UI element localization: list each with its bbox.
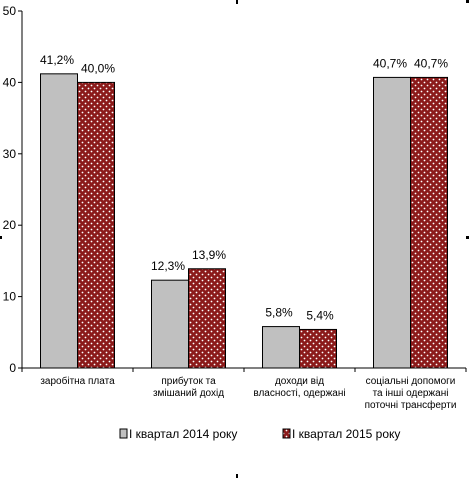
data-label: 12,3% [151,259,185,273]
category-label: доходи від [275,376,324,387]
bar-2015-2 [299,328,337,369]
bar-2015-3 [410,76,448,369]
category-label: власності, одержані [253,388,345,399]
legend-swatch-2015 [282,428,291,439]
y-tick-label: 50 [3,4,17,18]
bar-2015-0 [77,81,115,369]
category-label: поточні трансферти [365,399,457,411]
category-label: та інші одержані [373,388,449,399]
legend-label-2014: І квартал 2014 року [129,427,237,441]
corner-mark [236,0,238,4]
data-label: 40,0% [81,61,115,75]
corner-mark [466,0,469,3]
data-label: 5,8% [265,306,293,320]
legend-swatch-2014 [119,428,128,439]
corner-mark [0,236,2,239]
corner-mark [236,474,238,478]
category-label: змішаний дохід [153,388,224,399]
category-label: прибуток та [161,375,216,387]
bar-2014-0 [40,73,78,369]
y-tick-label: 10 [3,290,17,304]
data-label: 5,4% [306,308,334,322]
bar-2015-1 [188,268,226,369]
data-label: 41,2% [40,53,74,67]
bar-2014-3 [373,76,411,369]
data-label: 40,7% [414,56,448,70]
category-label: заробітна плата [40,375,115,387]
y-tick-label: 0 [9,361,16,375]
bar-2014-1 [151,279,189,369]
legend-label-2015: І квартал 2015 року [292,427,400,441]
y-tick-label: 20 [3,218,17,232]
corner-mark [466,236,469,239]
data-label: 13,9% [192,248,226,262]
category-label: соціальні допомоги [366,376,456,387]
y-tick-label: 30 [3,147,17,161]
bar-2014-2 [262,326,300,369]
data-label: 40,7% [373,56,407,70]
y-tick-label: 40 [3,75,17,89]
